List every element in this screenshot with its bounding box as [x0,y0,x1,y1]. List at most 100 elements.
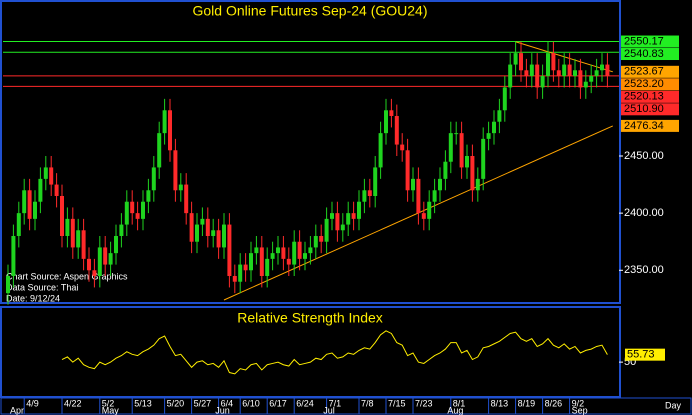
candle-body [141,201,145,219]
candle-body [443,161,448,179]
candle-body [135,213,140,219]
price-panel-frame [0,0,621,304]
candle-body [427,201,432,219]
candle-body [562,64,567,76]
level-box [621,119,679,132]
level-label: 2523.67 [624,66,664,78]
candle-body [400,144,405,151]
candle-body [92,270,97,276]
candle-body [38,178,43,202]
x-unit: Day [665,400,682,410]
candle-body [416,178,421,214]
candle-body [421,213,426,219]
candle-body [411,178,415,191]
candle-body [432,190,437,202]
candle-body [319,236,324,242]
chart-title: Gold Online Futures Sep-24 (GOU24) [193,3,428,19]
level-box [621,90,679,103]
x-tick-label: 8/1 [453,398,466,408]
candle-body [373,167,378,196]
level-label: 2523.20 [624,78,664,90]
candle-body [27,190,32,219]
candle-body [470,156,475,191]
candle-body [405,150,410,191]
candle-body [573,70,577,76]
candle-body [227,224,232,276]
month-label: Jul [323,405,335,415]
candle-body [49,167,54,185]
candle-body [535,64,540,88]
x-tick-label: 7/8 [361,398,374,408]
candle-body [76,230,81,248]
candle-body [497,110,502,122]
candle-body [605,64,610,76]
x-tick-label: 6/10 [242,398,260,408]
candle-body [357,201,361,219]
candle-body [551,53,556,71]
candle-body [540,76,545,88]
candle-body [70,218,75,248]
candle-body [351,213,356,219]
candle-body [292,241,297,265]
candle-body [454,133,459,135]
candle-body [492,121,496,134]
candle-body [394,116,399,145]
candle-body [238,264,243,282]
candle-body [297,241,302,259]
candle-body [97,247,102,276]
candle-body [162,110,167,134]
month-label: Jun [215,405,230,415]
candle-body [519,53,523,71]
candle-body [367,190,372,196]
level-box [621,78,679,91]
rsi-last-label: 55.73 [627,349,655,361]
y-tick-label: 2350.00 [624,264,664,276]
candle-body [589,76,594,82]
candle-body [486,133,491,139]
candle-body [216,230,221,248]
level-box [621,35,679,48]
candle-body [184,184,189,214]
x-tick-label: 7/15 [388,398,406,408]
x-tick-label: 5/27 [194,398,212,408]
x-tick-label: 6/17 [269,398,287,408]
candle-body [502,87,507,111]
candle-body [54,184,59,196]
candle-body [22,190,27,214]
month-label: Sep [572,405,588,415]
rsi-title: Relative Strength Index [237,310,383,326]
level-box [621,48,679,61]
candle-body [249,253,253,271]
x-tick-label: 4/22 [64,398,82,408]
candle-body [232,276,237,282]
candle-body [475,178,480,191]
candle-body [205,218,210,236]
candle-body [459,133,464,168]
candle-body [87,258,91,271]
candle-body [146,190,151,202]
x-tick-label: 7/1 [329,398,342,408]
rsi-line [61,330,608,375]
candle-body [16,213,21,236]
candle-body [378,133,383,168]
level-label: 2510.90 [624,103,664,115]
candle-body [6,276,10,294]
candle-body [362,190,367,202]
candle-body [508,64,513,88]
candle-body [465,156,469,168]
candle-body [200,218,205,225]
rsi-last-box [625,348,665,361]
x-tick-label: 6/4 [221,398,234,408]
month-label: Apr [10,405,24,415]
candle-body [578,70,583,88]
candle-body [546,53,550,76]
candle-body [65,218,70,236]
x-tick-label: 5/2 [102,398,115,408]
x-tick-label: 5/20 [167,398,185,408]
candle-body [11,236,16,276]
level-box [621,103,679,116]
candle-body [524,70,529,76]
